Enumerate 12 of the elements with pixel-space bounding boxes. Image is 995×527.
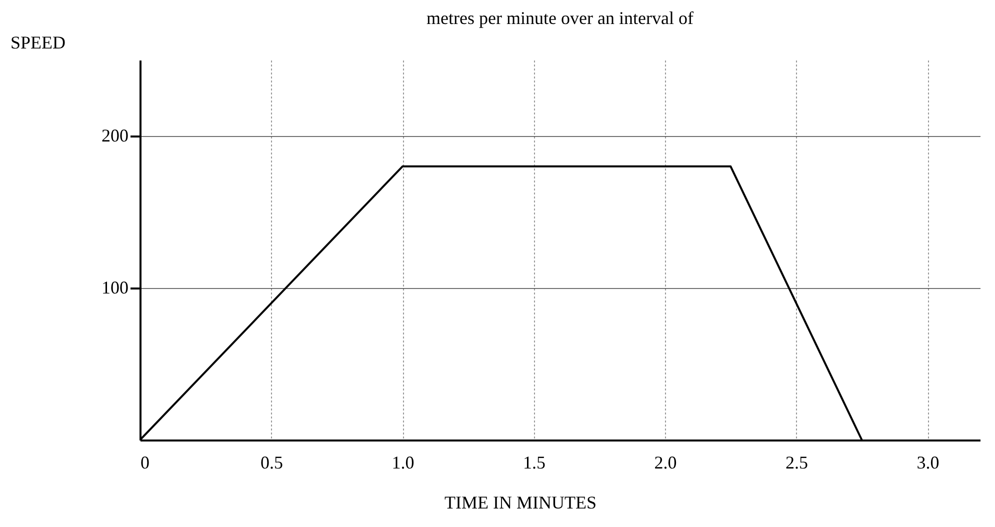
x-axis-title: TIME IN MINUTES xyxy=(444,492,596,512)
chart-title: metres per minute over an interval of xyxy=(426,8,694,28)
x-tick-label: 0 xyxy=(140,452,150,472)
y-axis-title: SPEED xyxy=(10,32,66,52)
y-tick-label: 200 xyxy=(102,126,128,146)
x-tick-label: 1.0 xyxy=(392,452,414,472)
x-tick-label: 1.5 xyxy=(523,452,546,472)
x-tick-label: 0.5 xyxy=(260,452,283,472)
y-tick-label: 100 xyxy=(102,278,128,298)
x-tick-label: 2.0 xyxy=(654,452,677,472)
x-tick-label: 3.0 xyxy=(916,452,940,472)
x-tick-label: 2.5 xyxy=(786,452,808,472)
